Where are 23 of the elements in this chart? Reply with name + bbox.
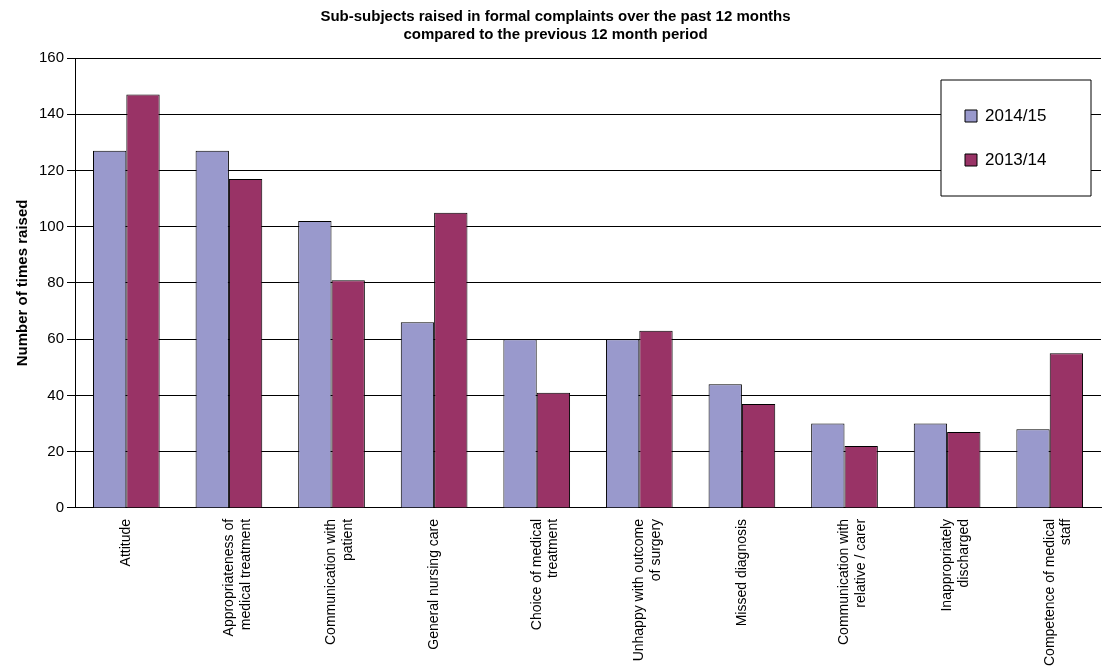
chart-title: Sub-subjects raised in formal complaints over the past 12 months compared to the previous 12 month period [320, 7, 791, 43]
y-tick-label: 20 [47, 441, 65, 459]
x-tick-label: General nursing care [424, 518, 441, 650]
y-tick-label: 0 [55, 498, 65, 516]
x-tick-label: Choice of medical treatment [527, 518, 561, 631]
y-tick-label: 40 [47, 385, 65, 403]
x-tick-label: Unhappy with outcome of surgery [630, 518, 663, 662]
y-tick-label: 140 [39, 104, 65, 122]
x-tick-label: Communication with relative / carer [835, 518, 869, 645]
legend-label: 2013/14 [985, 149, 1047, 169]
y-axis-title: Number of times raised [13, 199, 31, 367]
y-tick-label: 160 [39, 48, 65, 66]
x-tick-label: Communication with patient [322, 518, 356, 645]
x-tick-label: Inappropriately discharged [937, 518, 971, 612]
y-tick-label: 80 [47, 273, 65, 291]
y-tick-label: 100 [39, 216, 65, 234]
legend-label: 2014/15 [985, 105, 1047, 125]
y-tick-label: 60 [47, 329, 65, 347]
y-tick-label: 120 [39, 160, 65, 178]
x-tick-label: Attitude [117, 518, 134, 567]
x-tick-label: Competence of medical staff [1040, 518, 1074, 666]
x-tick-label: Missed diagnosis [732, 518, 749, 627]
x-tick-label: Appropriateness of medical treatment [219, 518, 253, 637]
